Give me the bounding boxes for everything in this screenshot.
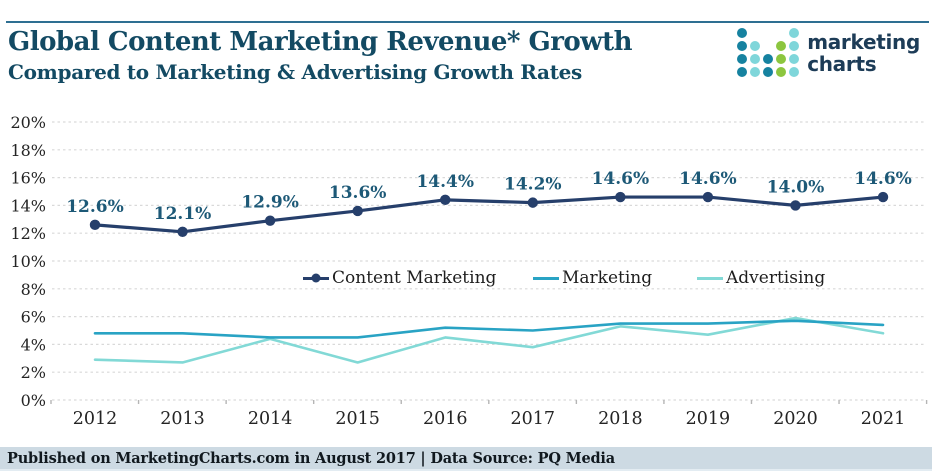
legend-item-advertising: Advertising: [697, 268, 825, 288]
logo-word-marketing: marketing: [807, 29, 920, 54]
svg-text:12.1%: 12.1%: [154, 204, 212, 224]
svg-text:14.6%: 14.6%: [592, 169, 650, 189]
svg-text:14.2%: 14.2%: [504, 175, 562, 195]
legend-item-content-marketing: Content Marketing: [303, 268, 496, 288]
svg-text:2021: 2021: [861, 409, 906, 429]
header: Global Content Marketing Revenue* Growth…: [8, 27, 633, 84]
svg-text:20%: 20%: [10, 113, 46, 132]
legend-item-marketing: Marketing: [533, 268, 652, 288]
logo-dots-icon: [737, 28, 800, 77]
svg-text:12.6%: 12.6%: [66, 197, 124, 217]
svg-text:13.6%: 13.6%: [329, 183, 387, 203]
svg-text:18%: 18%: [10, 141, 46, 160]
svg-text:4%: 4%: [21, 335, 46, 354]
svg-text:0%: 0%: [21, 391, 46, 410]
svg-text:14.4%: 14.4%: [416, 172, 474, 192]
svg-text:2017: 2017: [511, 409, 556, 429]
svg-text:10%: 10%: [10, 252, 46, 271]
legend-label-marketing: Marketing: [562, 268, 653, 288]
svg-text:8%: 8%: [21, 280, 46, 299]
svg-text:2019: 2019: [686, 409, 731, 429]
chart-legend: Content Marketing Marketing Advertising: [0, 268, 932, 288]
page-title: Global Content Marketing Revenue* Growth: [8, 27, 633, 57]
svg-text:2014: 2014: [248, 409, 293, 429]
logo-wordmark: marketing charts: [807, 31, 920, 75]
svg-text:14.6%: 14.6%: [679, 169, 737, 189]
legend-label-advertising: Advertising: [726, 268, 826, 288]
svg-text:14.0%: 14.0%: [767, 177, 825, 197]
logo-word-charts: charts: [807, 51, 877, 76]
svg-text:2%: 2%: [21, 363, 46, 382]
advertising-line-swatch-icon: [697, 276, 723, 280]
svg-text:2013: 2013: [160, 409, 205, 429]
top-rule-divider: [6, 21, 929, 23]
svg-text:16%: 16%: [10, 169, 46, 188]
source-attribution-bar: Published on MarketingCharts.com in Augu…: [0, 447, 932, 469]
footer-strip: [0, 469, 932, 471]
svg-text:14.6%: 14.6%: [854, 169, 912, 189]
svg-text:2012: 2012: [73, 409, 118, 429]
page-subtitle: Compared to Marketing & Advertising Grow…: [8, 60, 583, 84]
source-attribution-text: Published on MarketingCharts.com in Augu…: [7, 449, 615, 467]
svg-text:2015: 2015: [335, 409, 380, 429]
svg-text:6%: 6%: [21, 308, 46, 327]
svg-text:2018: 2018: [598, 409, 643, 429]
legend-label-content-marketing: Content Marketing: [332, 268, 497, 288]
svg-text:14%: 14%: [10, 196, 46, 215]
svg-text:2016: 2016: [423, 409, 468, 429]
svg-text:12%: 12%: [10, 224, 46, 243]
marketing-line-swatch-icon: [533, 276, 559, 280]
svg-text:2020: 2020: [773, 409, 818, 429]
svg-text:12.9%: 12.9%: [241, 193, 299, 213]
marketingcharts-logo: marketing charts: [737, 28, 920, 77]
content-marketing-line-swatch-icon: [303, 273, 329, 283]
